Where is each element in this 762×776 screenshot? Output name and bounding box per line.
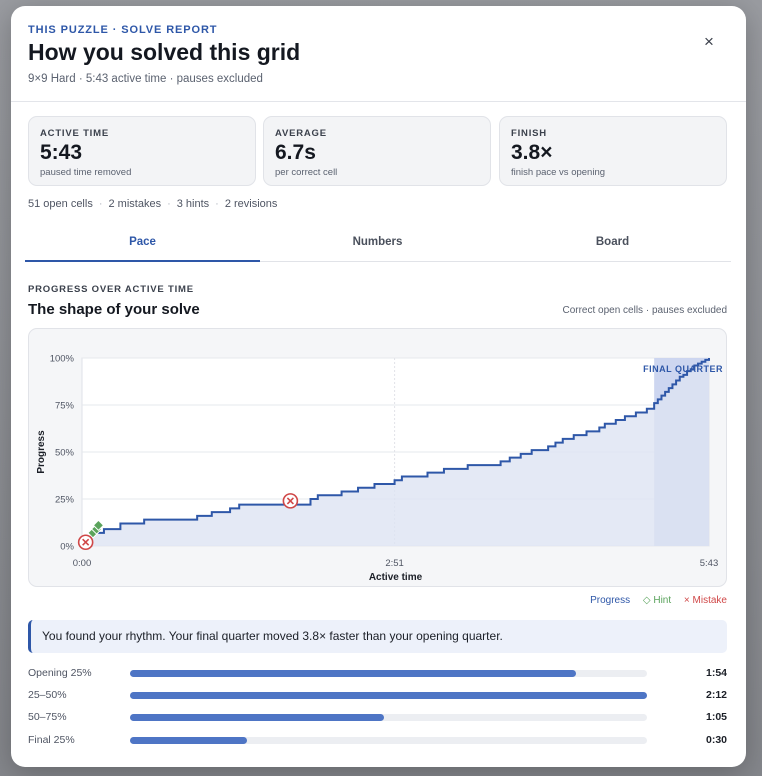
stat-label: AVERAGE (275, 128, 327, 139)
modal-header: THIS PUZZLE · SOLVE REPORT How you solve… (11, 6, 746, 102)
quarter-row: Opening 25% 1:54 (28, 666, 727, 682)
report-title: How you solved this grid (28, 39, 301, 65)
section-eyebrow: PROGRESS OVER ACTIVE TIME (28, 284, 194, 295)
insight-callout: You found your rhythm. Your final quarte… (28, 620, 727, 653)
y-tick-label: 0% (60, 542, 74, 553)
legend-hint: ◇ Hint (642, 595, 672, 606)
report-subtitle: 9×9 Hard · 5:43 active time · pauses exc… (28, 73, 263, 85)
quarter-bar-track (130, 714, 647, 721)
quarter-bar-track (130, 670, 647, 677)
x-tick-label: 5:43 (700, 558, 719, 569)
count-open-cells: 51 open cells (28, 198, 93, 210)
quarter-bar-fill (130, 737, 248, 744)
tab-board[interactable]: Board (595, 236, 630, 248)
quarter-row: 50–75% 1:05 (28, 710, 727, 726)
solve-counts: 51 open cells · 2 mistakes · 3 hints · 2 revis… (28, 198, 277, 210)
stat-value: 6.7s (275, 141, 316, 164)
stat-value: 5:43 (40, 141, 83, 164)
legend-mistake: × Mistake (683, 595, 727, 606)
separator-dot: · (167, 198, 171, 210)
quarter-bar-fill (130, 714, 385, 721)
y-tick-label: 25% (55, 495, 75, 506)
stat-label: ACTIVE TIME (40, 128, 109, 139)
stat-value: 3.8× (511, 141, 553, 164)
solve-report-modal: THIS PUZZLE · SOLVE REPORT How you solve… (11, 6, 746, 767)
progress-line (82, 358, 710, 547)
y-tick-label: 75% (55, 401, 75, 412)
progress-area (82, 358, 709, 546)
stat-card-active-time: ACTIVE TIME 5:43 paused time removed (28, 116, 256, 186)
quarter-bar-fill (130, 670, 576, 677)
y-axis-label: Progress (36, 430, 47, 474)
close-icon[interactable]: × (704, 32, 714, 51)
quarter-time: 1:05 (705, 711, 727, 723)
quarter-bar-track (130, 692, 647, 699)
x-tick-label: 0:00 (73, 558, 92, 569)
report-eyebrow: THIS PUZZLE · SOLVE REPORT (28, 24, 218, 36)
quarter-bar-track (130, 737, 647, 744)
quarter-row: Final 25% 0:30 (28, 733, 727, 749)
hint-marker (92, 519, 105, 532)
stat-card-average: AVERAGE 6.7s per correct cell (263, 116, 491, 186)
report-tabs: Pace Numbers Board (25, 226, 731, 262)
quarter-bar-fill (130, 692, 647, 699)
separator-dot: · (98, 198, 103, 210)
progress-chart: 0% 25% 50% 75% 100% FINAL QUARTER 0:00 2:51 5:43… (28, 328, 727, 587)
quarter-label: 25–50% (28, 689, 67, 701)
x-axis-label: Active time (369, 572, 423, 583)
count-hints: 3 hints (176, 198, 210, 210)
stat-sub: paused time removed (40, 167, 132, 178)
count-revisions: 2 revisions (224, 198, 278, 210)
chart-legend: Progress ◇ Hint × Mistake (580, 595, 727, 606)
y-tick-label: 50% (55, 448, 75, 459)
quarter-label: 50–75% (28, 711, 67, 723)
stat-sub: per correct cell (275, 167, 338, 178)
y-tick-label: 100% (50, 354, 75, 365)
separator-dot: · (215, 198, 219, 210)
mistake-x-icon (82, 538, 90, 546)
tab-numbers[interactable]: Numbers (352, 236, 403, 248)
quarter-time: 0:30 (705, 734, 727, 746)
stat-sub: finish pace vs opening (511, 167, 606, 178)
quarter-row: 25–50% 2:12 (28, 688, 727, 704)
quarter-label: Opening 25% (28, 667, 92, 679)
count-mistakes: 2 mistakes (108, 198, 162, 210)
tab-pace[interactable]: Pace (25, 226, 260, 262)
stat-label: FINISH (511, 128, 547, 139)
stat-card-finish: FINISH 3.8× finish pace vs opening (499, 116, 727, 186)
section-title: The shape of your solve (28, 301, 200, 318)
quarter-time: 1:54 (705, 667, 727, 679)
progress-chart-svg: 0% 25% 50% 75% 100% FINAL QUARTER 0:00 2:51 5:43… (36, 354, 723, 584)
legend-progress: Progress (590, 595, 631, 606)
quarter-time: 2:12 (705, 689, 727, 701)
section-note: Correct open cells · pauses excluded (562, 305, 727, 316)
final-quarter-label: FINAL QUARTER (643, 364, 723, 374)
quarter-label: Final 25% (28, 734, 75, 746)
x-tick-label: 2:51 (385, 558, 404, 569)
mistake-x-icon (286, 497, 294, 505)
